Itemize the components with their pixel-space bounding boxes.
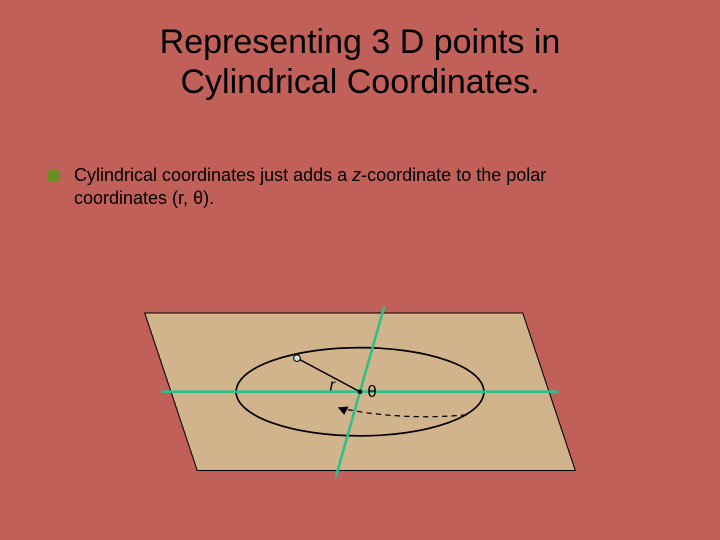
diagram: r θ <box>120 292 600 502</box>
z-variable: z <box>352 165 361 185</box>
slide: Representing 3 D points in Cylindrical C… <box>0 0 720 540</box>
theta-symbol: θ <box>193 188 203 208</box>
body-suffix: ). <box>203 188 214 208</box>
point-marker <box>294 355 301 362</box>
body-prefix: Cylindrical coordinates just adds a <box>74 165 352 185</box>
bullet-icon <box>48 170 60 182</box>
title-line-2: Cylindrical Coordinates. <box>180 63 539 101</box>
diagram-svg: r θ <box>120 292 600 502</box>
theta-label: θ <box>367 382 376 401</box>
body-text: Cylindrical coordinates just adds a z-co… <box>74 164 634 209</box>
center-dot <box>358 389 363 394</box>
title-line-1: Representing 3 D points in <box>160 23 561 61</box>
slide-title: Representing 3 D points in Cylindrical C… <box>0 22 720 102</box>
